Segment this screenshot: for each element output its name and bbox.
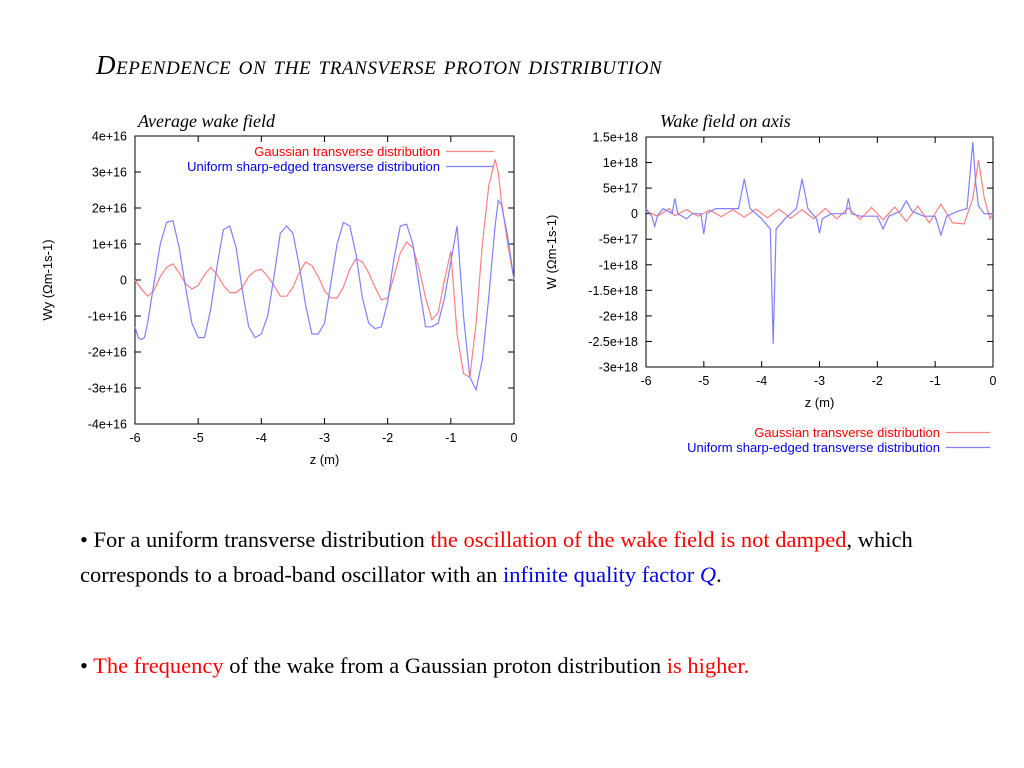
x-tick-label: -3 [814,374,825,388]
highlight-is-higher: is higher. [666,653,750,678]
y-tick-label: -2e+16 [88,346,127,360]
bullet-text: . [716,562,722,587]
highlight-q-symbol: Q [699,562,717,587]
series-line-gaussian [645,159,994,225]
series-line-uniform [645,142,993,345]
bullet-text: For a uniform transverse distribution [87,527,431,552]
y-tick-label: 1e+16 [92,238,127,252]
x-tick-label: -1 [445,431,456,445]
y-tick-label: -1.5e+18 [588,284,638,298]
y-tick-label: -5e+17 [599,233,638,247]
highlight-infinite-quality: infinite quality factor [503,562,700,587]
x-tick-label: -6 [129,431,140,445]
bullet-text: , which corresponds to a broad-band osci… [80,527,913,587]
plot-frame [645,136,994,368]
y-tick-label: -3e+16 [88,382,127,396]
plot-frame [134,135,515,425]
x-tick-label: -3 [319,431,330,445]
series-line-gaussian [134,159,515,379]
y-tick-label: 1.5e+18 [592,131,638,145]
legend-entry-uniform: Uniform sharp-edged transverse distribut… [687,440,940,455]
y-tick-label: -1e+16 [88,310,127,324]
chart-wake-field-on-axis: -6 -5 -4 -3 -2 -1 0 1.5e+18 1e+18 5e+17 0 -5e+17 -1e… [544,131,997,456]
y-tick-label: 4e+16 [92,130,127,144]
y-tick-label: -2.5e+18 [588,335,638,349]
legend-entry-gaussian: Gaussian transverse distribution [754,425,940,440]
bullet-uniform-distribution: • For a uniform transverse distribution … [80,522,980,592]
legend-entry-gaussian: Gaussian transverse distribution [254,144,440,159]
bullet-marker: • [80,527,88,552]
x-tick-label: -5 [698,374,709,388]
y-tick-label: 1e+18 [603,156,638,170]
y-tick-label: 0 [631,207,638,221]
x-tick-label: -4 [256,431,267,445]
slide-title: Dependence on the transverse proton dist… [96,50,663,80]
y-tick-label: -3e+18 [599,361,638,375]
highlight-not-damped: the oscillation of the wake field is not… [430,527,847,552]
y-tick-label: 3e+16 [92,166,127,180]
y-axis-label: W (Ωm-1s-1) [544,215,559,290]
x-axis-label: z (m) [310,452,340,467]
y-axis-label: Wy (Ωm-1s-1) [40,239,55,320]
bullet-gaussian-frequency: • The frequency of the wake from a Gauss… [80,648,980,683]
y-tick-label: -2e+18 [599,309,638,323]
x-tick-label: -2 [382,431,393,445]
legend-entry-uniform: Uniform sharp-edged transverse distribut… [187,159,440,174]
y-tick-label: 0 [120,274,127,288]
chart-average-wake-field: -6 -5 -4 -3 -2 -1 0 4e+16 3e+16 2e+16 1e+16 0 -1e+16… [40,130,518,468]
series-line-uniform [134,199,515,392]
x-axis-label: z (m) [805,395,835,410]
x-tick-label: -1 [930,374,941,388]
caption-average-wake-field: Average wake field [138,111,275,131]
y-tick-label: -4e+16 [88,418,127,432]
highlight-frequency: The frequency [87,653,224,678]
y-tick-label: 2e+16 [92,202,127,216]
caption-wake-field-on-axis: Wake field on axis [660,111,791,131]
x-tick-label: 0 [511,431,518,445]
x-tick-label: -5 [193,431,204,445]
y-tick-label: 5e+17 [603,182,638,196]
x-tick-label: -4 [756,374,767,388]
bullet-marker: • [80,653,88,678]
x-tick-label: -2 [872,374,883,388]
bullet-text: of the wake from a Gaussian proton distr… [223,653,667,678]
x-tick-label: 0 [990,374,997,388]
x-tick-label: -6 [640,374,651,388]
y-tick-label: -1e+18 [599,258,638,272]
